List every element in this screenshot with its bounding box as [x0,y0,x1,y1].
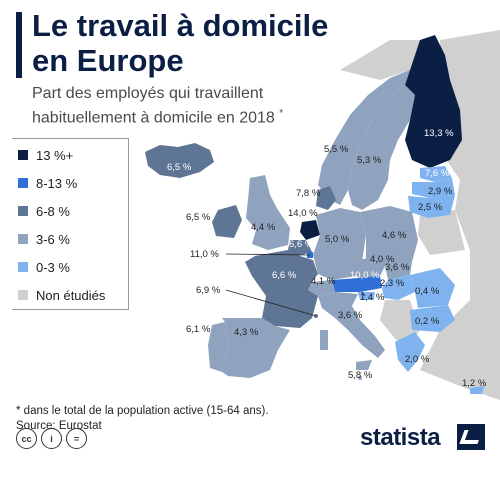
legend-swatch [18,178,28,188]
label-finland: 13,3 % [424,128,454,139]
creative-commons-icon[interactable]: cc [16,428,37,449]
legend-swatch [18,150,28,160]
country-czechia [350,258,385,278]
leader-line-luxembourg [225,253,311,256]
license-icons: cc i = [16,428,87,449]
country-switzerland [308,280,335,296]
no-derivatives-icon[interactable]: = [66,428,87,449]
country-uk [246,175,290,250]
legend-label: 8-13 % [36,175,78,191]
label-france: 6,6 % [272,270,297,281]
label-uk: 4,4 % [251,222,276,233]
country-italy-sardinia [320,330,328,350]
region-not-studied-norway-north [340,40,420,80]
country-belgium [288,240,312,256]
legend-label: 3-6 % [36,231,70,247]
country-italy [318,292,385,358]
subtitle-footnote-mark: * [279,108,284,119]
legend-swatch [18,290,28,300]
label-spain: 4,3 % [234,327,259,338]
country-estonia [420,166,452,182]
legend-item-not-studied: Non étudiés [18,285,105,305]
country-ireland [212,205,242,238]
label-iceland: 6,5 % [167,162,192,173]
country-latvia [412,178,455,198]
country-cyprus [470,386,484,394]
map-legend: 13 %+ 8-13 % 6-8 % 3-6 % 0-3 % Non étudi… [12,138,129,310]
country-sweden [348,85,415,210]
country-malta [358,376,362,380]
label-italy: 3,6 % [338,310,363,321]
label-luxembourg: 11,0 % [190,249,219,260]
attribution-icon[interactable]: i [41,428,62,449]
country-bulgaria [410,305,455,332]
country-austria [332,276,382,292]
label-czechia: 4,0 % [370,254,395,265]
label-poland: 4,6 % [382,230,407,241]
country-norway [318,70,410,205]
label-austria: 10,0 % [350,270,380,281]
legend-item-8-13: 8-13 % [18,173,77,193]
legend-label: 6-8 % [36,203,70,219]
label-romania: 0,4 % [415,286,440,297]
label-ireland: 6,5 % [186,212,211,223]
label-belgium: 6,6 % [289,239,314,250]
country-slovenia [358,292,375,300]
country-iceland [145,143,214,178]
label-bulgaria: 0,2 % [415,316,440,327]
country-portugal [208,322,228,372]
country-finland [405,35,462,168]
page-title: Le travail à domicile en Europe [32,8,329,78]
label-germany: 5,0 % [325,234,350,245]
statista-logo-text[interactable]: statista [360,424,441,451]
legend-label: Non étudiés [36,287,106,303]
country-lithuania [408,195,455,218]
country-france [245,250,318,328]
country-slovakia [385,262,412,280]
country-poland [360,206,418,266]
label-estonia: 7,6 % [425,168,450,179]
label-sweden: 5,5 % [324,144,349,155]
label-hungary: 2,3 % [380,278,405,289]
label-switzerland: 4,1 % [311,276,336,287]
legend-swatch [18,206,28,216]
label-malta: 5,8 % [348,370,373,381]
legend-swatch [18,234,28,244]
country-greece [395,332,425,372]
legend-item-3-6: 3-6 % [18,229,70,249]
legend-label: 0-3 % [36,259,70,275]
leader-line-monaco [225,289,317,317]
label-greece: 2,0 % [405,354,430,365]
legend-item-6-8: 6-8 % [18,201,70,221]
label-portugal: 6,1 % [186,324,211,335]
label-netherlands: 14,0 % [288,208,318,219]
region-not-studied-east [420,30,500,400]
region-not-studied-belarus [418,210,465,255]
label-norway: 5,3 % [357,155,382,166]
subtitle-text: Part des employés qui travaillent habitu… [32,85,275,127]
leader-line-slovenia [361,291,366,297]
label-monaco: 6,9 % [196,285,221,296]
label-slovakia: 3,6 % [385,262,410,273]
country-spain [222,318,290,378]
label-lithuania: 2,5 % [418,202,443,213]
legend-label: 13 %+ [36,147,74,163]
label-latvia: 2,9 % [428,186,453,197]
label-cyprus: 1,2 % [462,378,487,389]
page-subtitle: Part des employés qui travaillent habitu… [32,84,352,128]
europe-map: 13,3 % 6,5 % 5,5 % 5,3 % 7,6 % 2,9 % 2,5… [145,30,500,400]
country-hungary [382,275,415,300]
legend-item-0-3: 0-3 % [18,257,70,277]
footnote-note: * dans le total de la population active … [16,405,269,417]
country-italy-sicily [356,360,372,370]
country-romania [410,268,455,308]
label-slovenia: 1,4 % [360,292,385,303]
legend-item-13-plus: 13 %+ [18,145,73,165]
country-denmark [316,186,336,210]
country-netherlands [300,220,320,240]
statista-logo-icon [457,424,485,450]
legend-swatch [18,262,28,272]
title-accent-bar [16,12,22,78]
label-denmark: 7,8 % [296,188,321,199]
